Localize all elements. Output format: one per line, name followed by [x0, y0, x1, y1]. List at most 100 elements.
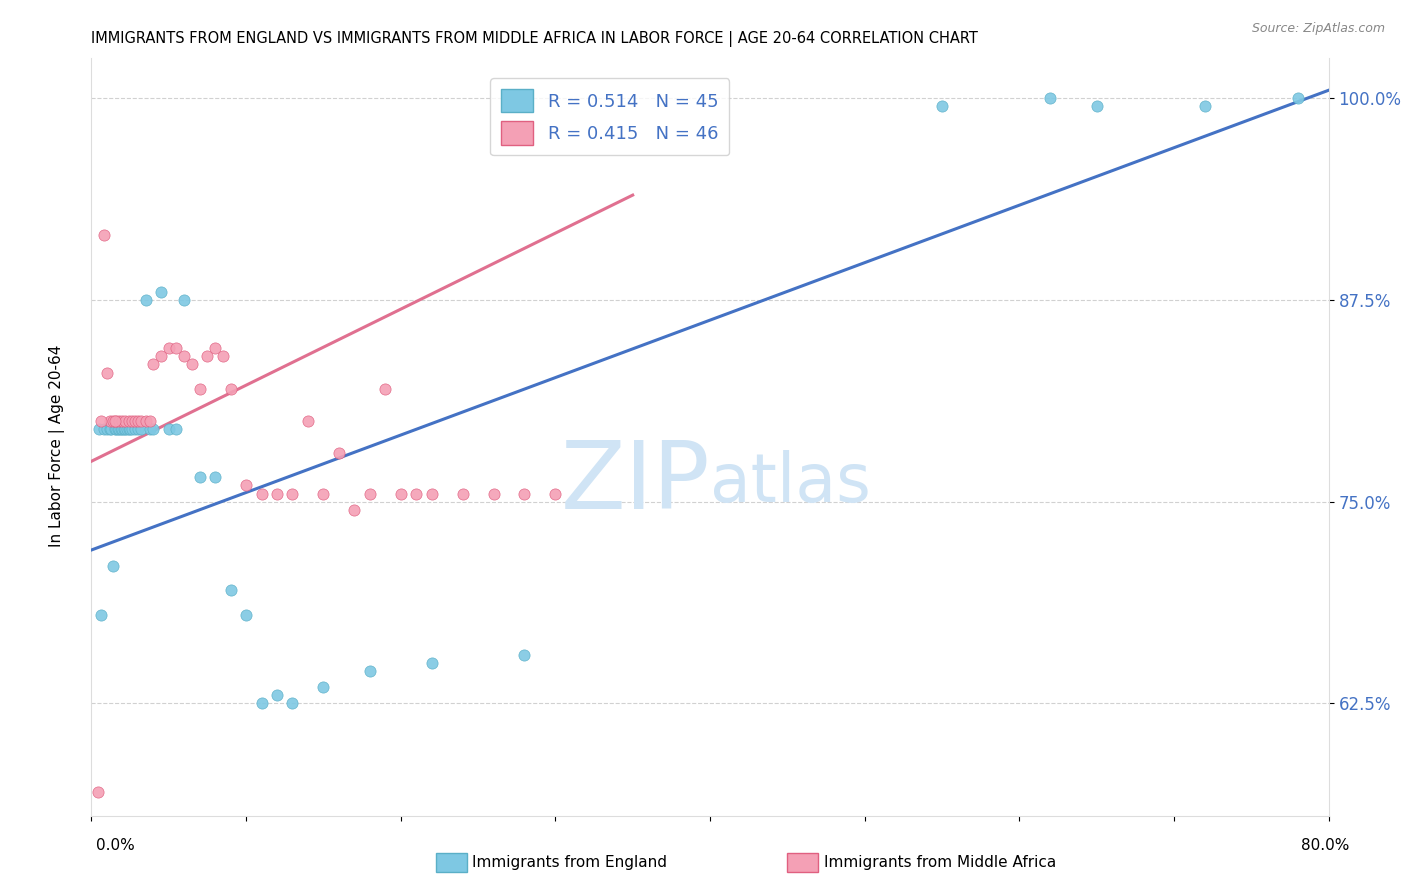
Point: [173, 293, 195, 307]
Text: IMMIGRANTS FROM ENGLAND VS IMMIGRANTS FROM MIDDLE AFRICA IN LABOR FORCE | AGE 20: IMMIGRANTS FROM ENGLAND VS IMMIGRANTS FR…: [91, 31, 979, 47]
Point: [149, 350, 172, 364]
Point: [115, 422, 138, 436]
Point: [405, 486, 427, 500]
Point: [389, 486, 412, 500]
Point: [1039, 91, 1062, 105]
Point: [281, 696, 304, 710]
Point: [188, 470, 211, 484]
Point: [1286, 91, 1309, 105]
Point: [98, 414, 121, 428]
Text: atlas: atlas: [710, 450, 870, 516]
Point: [1085, 99, 1108, 113]
Point: [219, 382, 242, 396]
Point: [96, 366, 118, 380]
Point: [139, 414, 162, 428]
Point: [111, 414, 134, 428]
Text: Source: ZipAtlas.com: Source: ZipAtlas.com: [1251, 22, 1385, 36]
Point: [250, 486, 273, 500]
Point: [166, 422, 188, 436]
Text: ZIP: ZIP: [561, 436, 710, 529]
Point: [129, 414, 152, 428]
Point: [1194, 99, 1216, 113]
Point: [281, 486, 304, 500]
Point: [188, 382, 211, 396]
Point: [120, 422, 141, 436]
Point: [108, 422, 131, 436]
Point: [235, 478, 257, 492]
Point: [374, 382, 396, 396]
Point: [121, 422, 143, 436]
Point: [149, 285, 172, 299]
Point: [112, 422, 135, 436]
Point: [129, 422, 152, 436]
Point: [420, 486, 443, 500]
Point: [142, 422, 165, 436]
Text: Immigrants from England: Immigrants from England: [472, 855, 668, 870]
Point: [211, 350, 233, 364]
Point: [204, 342, 226, 356]
Point: [157, 422, 180, 436]
Point: [90, 607, 112, 622]
Point: [101, 559, 124, 574]
Point: [142, 358, 165, 372]
Point: [343, 502, 366, 516]
Point: [93, 422, 115, 436]
Point: [235, 607, 257, 622]
Point: [219, 583, 242, 598]
Point: [96, 422, 118, 436]
Point: [127, 414, 149, 428]
Point: [173, 350, 195, 364]
Point: [420, 656, 443, 670]
Legend: R = 0.514   N = 45, R = 0.415   N = 46: R = 0.514 N = 45, R = 0.415 N = 46: [491, 78, 730, 155]
Text: In Labor Force | Age 20-64: In Labor Force | Age 20-64: [49, 345, 65, 547]
Text: Immigrants from Middle Africa: Immigrants from Middle Africa: [824, 855, 1056, 870]
Point: [104, 414, 127, 428]
Point: [98, 422, 121, 436]
Point: [195, 350, 219, 364]
Point: [544, 486, 567, 500]
Point: [482, 486, 505, 500]
Point: [114, 422, 136, 436]
Point: [266, 486, 288, 500]
Point: [117, 422, 139, 436]
Text: 0.0%: 0.0%: [96, 838, 135, 854]
Point: [312, 680, 335, 694]
Point: [127, 422, 149, 436]
Point: [451, 486, 474, 500]
Point: [204, 470, 226, 484]
Point: [931, 99, 953, 113]
Point: [135, 293, 156, 307]
Point: [117, 414, 139, 428]
Point: [105, 422, 128, 436]
Point: [312, 486, 335, 500]
Point: [513, 648, 536, 662]
Point: [100, 422, 122, 436]
Point: [114, 414, 136, 428]
Point: [105, 414, 128, 428]
Point: [180, 358, 202, 372]
Point: [124, 422, 146, 436]
Point: [359, 486, 381, 500]
Point: [266, 688, 288, 702]
Point: [139, 422, 162, 436]
Point: [135, 414, 156, 428]
Point: [86, 785, 108, 799]
Point: [513, 486, 536, 500]
Point: [297, 414, 319, 428]
Point: [121, 414, 143, 428]
Point: [124, 414, 146, 428]
Point: [101, 414, 124, 428]
Point: [166, 342, 188, 356]
Point: [110, 422, 132, 436]
Point: [359, 664, 381, 678]
Point: [250, 696, 273, 710]
Point: [328, 446, 350, 460]
Point: [157, 342, 180, 356]
Point: [107, 422, 129, 436]
Point: [90, 414, 112, 428]
Point: [104, 422, 127, 436]
Point: [87, 422, 111, 436]
Text: 80.0%: 80.0%: [1302, 838, 1350, 854]
Point: [108, 414, 131, 428]
Point: [93, 228, 115, 243]
